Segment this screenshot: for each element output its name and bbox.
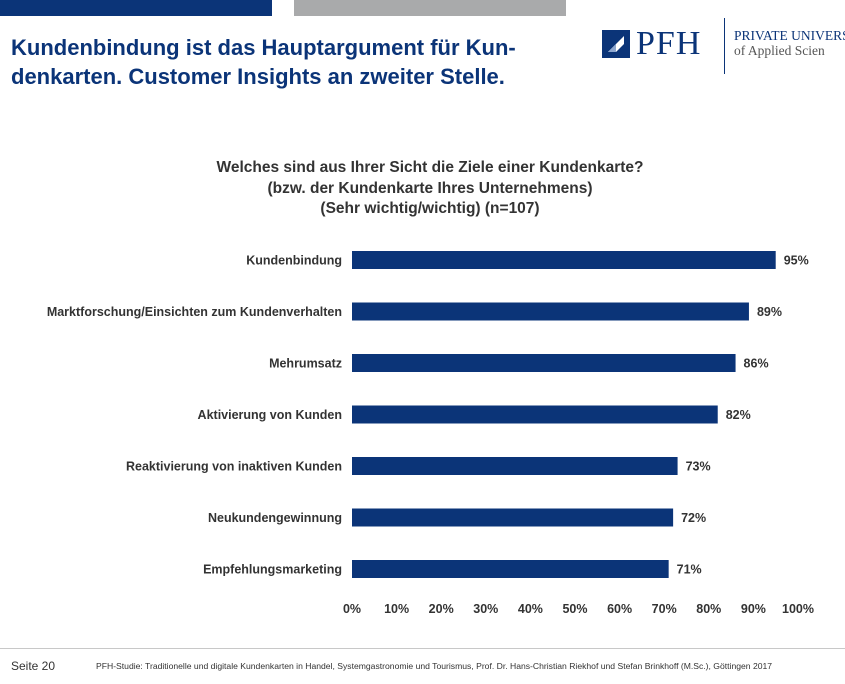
value-label: 86% [744,357,769,371]
logo-divider [724,18,725,74]
footer-divider [0,648,845,649]
value-label: 72% [681,511,706,525]
x-tick-label: 50% [562,602,587,616]
x-tick-label: 40% [518,602,543,616]
logo-tagline-line-2: of Applied Scien [734,43,825,58]
value-label: 71% [677,563,702,577]
bar-chart: Kundenbindung 95% Marktforschung/Einsichte… [47,251,814,616]
category-label: Aktivierung von Kunden [198,408,342,422]
value-label: 89% [757,305,782,319]
chart-title-line-2: (bzw. der Kundenkarte Ihres Unternehmens… [267,179,593,197]
x-tick-label: 0% [343,602,361,616]
x-tick-label: 70% [652,602,677,616]
header-accent-bar-gray [294,0,566,16]
x-tick-label: 60% [607,602,632,616]
category-label: Kundenbindung [246,254,342,268]
bar [352,354,736,372]
value-label: 95% [784,254,809,268]
slide-title: Kundenbindung ist das Hauptargument für … [11,33,571,91]
bar [352,405,718,424]
category-label: Mehrumsatz [269,357,342,371]
category-label: Empfehlungsmarketing [203,563,342,577]
header-accent-bar-blue [0,0,272,16]
category-label: Reaktivierung von inaktiven Kunden [126,460,342,474]
value-label: 82% [726,408,751,422]
x-tick-label: 30% [473,602,498,616]
x-tick-label: 100% [782,602,814,616]
category-label: Marktforschung/Einsichten zum Kundenverh… [47,305,342,319]
x-tick-label: 80% [696,602,721,616]
pfh-logo-mark-icon [602,30,630,58]
x-tick-label: 10% [384,602,409,616]
category-label: Neukundengewinnung [208,511,342,525]
bar [352,508,674,527]
slide-title-line-1: Kundenbindung ist das Hauptargument für … [11,35,516,60]
x-tick-label: 90% [741,602,766,616]
chart-title: Welches sind aus Ihrer Sicht die Ziele e… [140,158,720,220]
chart-title-line-1: Welches sind aus Ihrer Sicht die Ziele e… [216,159,644,176]
chart-title-line-3: (Sehr wichtig/wichtig) (n=107) [320,200,540,217]
bar [352,251,776,269]
source-citation: PFH-Studie: Traditionelle und digitale K… [96,661,773,671]
slide-title-line-2: denkarten. Customer Insights an zweiter … [11,64,505,89]
page-number: Seite 20 [11,659,56,673]
value-label: 73% [686,460,711,474]
logo-wordmark: PFH [636,25,702,62]
logo-tagline-line-1: PRIVATE UNIVERS [734,28,845,43]
x-tick-label: 20% [429,602,454,616]
bar [352,560,669,578]
pfh-logo: PFH PRIVATE UNIVERS of Applied Scien [602,16,845,78]
bar [352,457,678,475]
bar [352,302,749,321]
